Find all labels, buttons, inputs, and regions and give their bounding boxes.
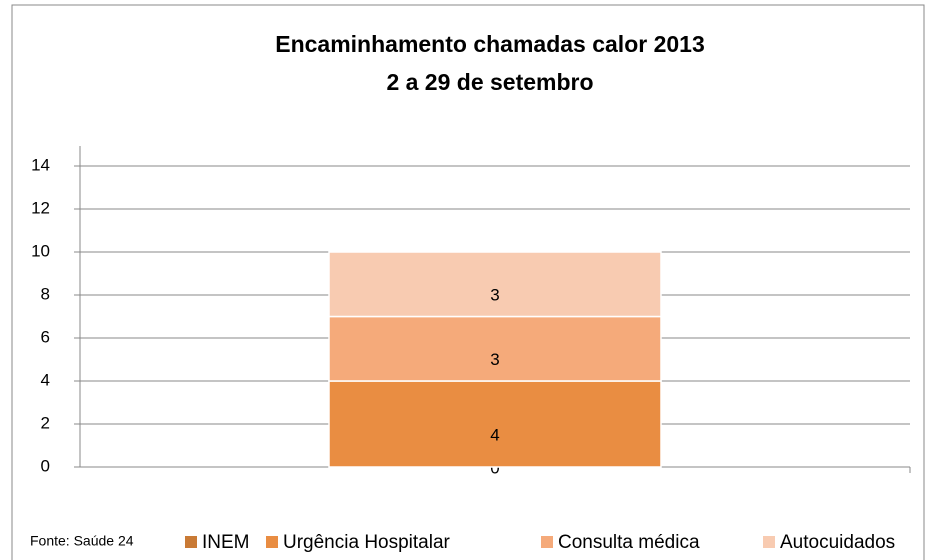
- source: Fonte: Saúde 24: [30, 533, 134, 549]
- legend-swatch: [266, 536, 278, 548]
- data-label: 0: [490, 458, 499, 477]
- y-tick-label: 8: [41, 284, 50, 303]
- y-tick-label: 14: [31, 155, 50, 174]
- chart-title: Encaminhamento chamadas calor 2013: [275, 31, 705, 57]
- legend-label: Urgência Hospitalar: [283, 532, 451, 553]
- y-tick-label: 4: [41, 370, 50, 389]
- legend-swatch: [185, 536, 197, 548]
- data-label: 3: [490, 350, 499, 369]
- bar-segment: [328, 380, 662, 468]
- legend-swatch: [763, 536, 775, 548]
- legend-label: Autocuidados: [780, 532, 895, 553]
- y-tick-label: 6: [41, 327, 50, 346]
- legend-swatch: [541, 536, 553, 548]
- data-label: 4: [490, 425, 499, 444]
- bar-segment: [328, 251, 662, 318]
- y-tick-label: 10: [31, 241, 50, 260]
- legend-label: Consulta médica: [558, 532, 700, 553]
- y-tick-label: 12: [31, 198, 50, 217]
- chart-subtitle: 2 a 29 de setembro: [386, 69, 593, 95]
- legend-label: INEM: [202, 532, 250, 553]
- y-tick-label: 2: [41, 413, 50, 432]
- data-label: 3: [490, 286, 499, 305]
- y-tick-label: 0: [41, 456, 50, 475]
- bar-segment: [328, 315, 662, 382]
